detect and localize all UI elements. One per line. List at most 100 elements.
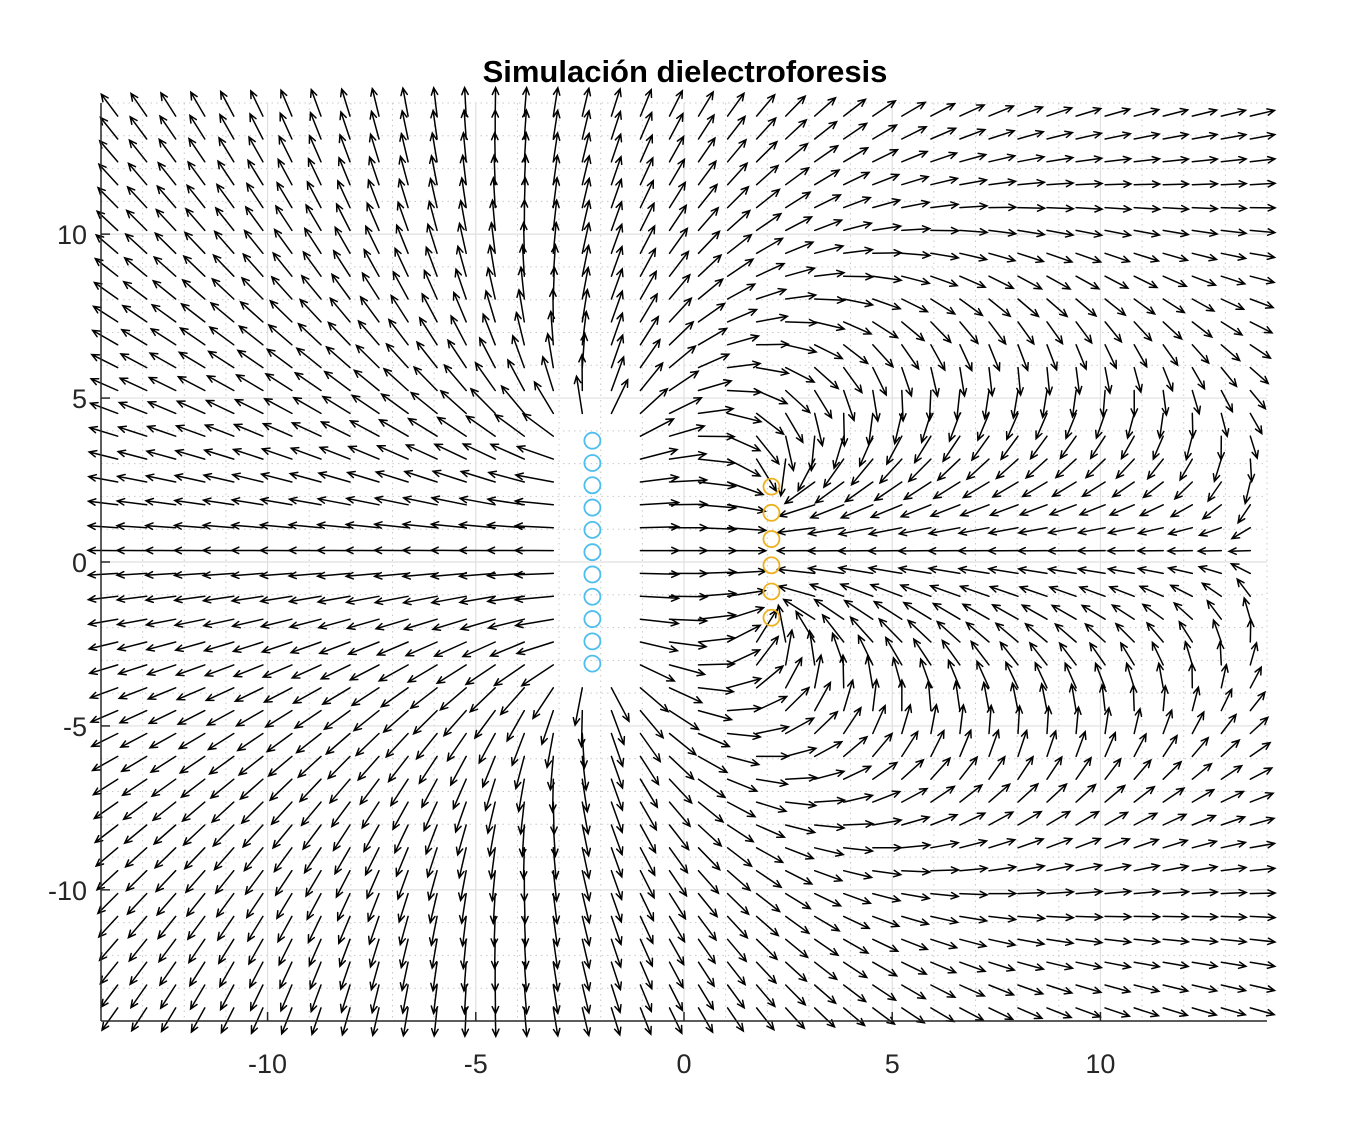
field-arrow — [930, 961, 958, 974]
field-arrow — [1104, 275, 1130, 290]
field-arrow — [784, 94, 807, 117]
field-arrow — [395, 847, 409, 878]
field-arrow — [338, 938, 351, 969]
field-arrow — [487, 243, 496, 277]
field-arrow — [124, 232, 148, 255]
field-arrow — [639, 224, 656, 255]
field-arrow — [668, 450, 708, 460]
field-arrow — [726, 778, 759, 793]
field-arrow — [639, 892, 655, 923]
field-arrow — [901, 298, 930, 313]
field-arrow — [961, 481, 990, 499]
field-arrow — [857, 633, 874, 666]
field-arrow — [1220, 687, 1233, 712]
y-tick-label: -10 — [48, 876, 87, 906]
field-arrow — [1249, 275, 1276, 285]
field-arrow — [1034, 661, 1048, 689]
field-arrow — [1249, 435, 1259, 460]
field-arrow — [813, 144, 840, 163]
field-arrow — [988, 228, 1018, 237]
field-arrow — [1156, 412, 1165, 440]
charge-marker — [583, 520, 602, 539]
field-arrow — [1119, 641, 1135, 666]
field-arrow — [259, 595, 293, 605]
field-arrow — [326, 755, 351, 780]
field-arrow — [697, 379, 733, 392]
field-arrow — [259, 618, 293, 629]
field-arrow — [581, 265, 591, 300]
field-arrow — [1104, 912, 1133, 921]
field-arrow — [668, 687, 704, 704]
field-arrow — [507, 358, 526, 392]
field-arrow — [1191, 961, 1219, 970]
field-arrow — [317, 471, 351, 483]
field-arrow — [174, 424, 206, 437]
field-arrow — [204, 399, 235, 415]
field-arrow — [1120, 435, 1135, 461]
field-arrow — [813, 869, 844, 882]
y-tick-label: -5 — [63, 712, 87, 742]
field-arrow — [872, 389, 881, 423]
field-arrow — [901, 787, 929, 803]
field-arrow — [872, 761, 899, 780]
field-arrow — [610, 333, 625, 369]
field-arrow — [867, 526, 903, 537]
field-arrow — [930, 321, 952, 344]
field-arrow — [436, 416, 467, 437]
field-arrow — [901, 892, 931, 902]
field-arrow — [866, 546, 903, 555]
field-arrow — [1206, 599, 1223, 620]
charge-marker — [583, 431, 602, 450]
field-arrow — [1191, 762, 1213, 780]
field-arrow — [473, 709, 496, 740]
field-arrow — [610, 177, 623, 209]
field-arrow — [610, 200, 623, 232]
field-arrow — [323, 370, 351, 392]
field-arrow — [902, 601, 932, 620]
field-arrow — [872, 817, 903, 826]
field-arrow — [610, 961, 623, 992]
field-arrow — [697, 113, 715, 140]
field-arrow — [813, 366, 840, 390]
field-arrows — [86, 85, 1277, 1039]
field-arrow — [726, 587, 767, 598]
field-arrow — [813, 892, 843, 907]
field-arrow — [367, 178, 380, 209]
field-arrow — [697, 961, 716, 988]
field-arrow — [1124, 661, 1135, 689]
field-arrow — [988, 129, 1016, 140]
field-arrow — [1162, 298, 1186, 314]
field-arrow — [219, 113, 235, 140]
field-arrow — [309, 87, 322, 117]
field-arrow — [907, 458, 932, 483]
field-arrow — [258, 521, 293, 530]
field-arrow — [185, 892, 206, 918]
field-arrow — [217, 159, 235, 186]
field-arrow — [185, 183, 206, 209]
field-arrow — [1046, 344, 1058, 372]
field-arrow — [784, 656, 803, 689]
field-arrow — [813, 598, 845, 620]
field-arrow — [459, 915, 468, 948]
field-arrow — [891, 656, 903, 689]
field-arrow — [230, 497, 264, 506]
field-arrow — [1075, 130, 1104, 140]
field-arrow — [259, 472, 293, 483]
field-arrow — [346, 641, 380, 656]
field-arrow — [298, 778, 322, 803]
field-arrow — [697, 984, 715, 1011]
field-arrow — [1069, 389, 1078, 419]
field-arrow — [988, 105, 1016, 117]
field-arrow — [814, 481, 845, 504]
field-arrow — [726, 824, 755, 843]
field-arrow — [345, 618, 380, 631]
field-arrow — [899, 504, 932, 518]
field-arrow — [359, 778, 380, 806]
field-arrow — [1106, 526, 1135, 536]
field-arrow — [1145, 621, 1164, 643]
field-arrow — [1104, 984, 1132, 994]
field-arrow — [490, 153, 499, 186]
field-arrow — [813, 938, 840, 957]
field-arrow — [726, 360, 762, 369]
field-arrow — [464, 664, 496, 686]
